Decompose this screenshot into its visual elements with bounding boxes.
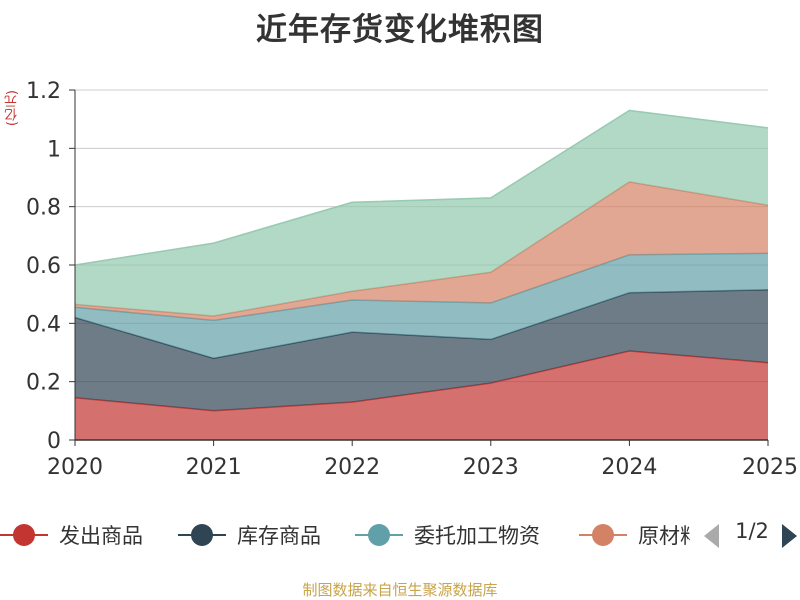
legend-item-3[interactable]: 委托加工物资: [355, 515, 540, 555]
legend: 发出商品 库存商品 委托加工物资 原材料: [0, 515, 690, 555]
legend-dot-1: [13, 524, 35, 546]
chart-title: 近年存货变化堆积图: [256, 12, 544, 48]
legend-item-2[interactable]: 库存商品: [178, 515, 321, 555]
y-tick-label: 0.4: [26, 312, 61, 337]
legend-label: 原材料: [638, 524, 690, 548]
legend-prev-page-icon[interactable]: [704, 524, 719, 548]
legend-dot-2: [191, 524, 213, 546]
area-series-5-line: [74, 109, 769, 266]
legend-item-1[interactable]: 发出商品: [0, 515, 143, 555]
legend-next-page-icon[interactable]: [782, 524, 797, 548]
legend-page-indicator: 1/2: [735, 519, 769, 543]
y-tick-label: 0.8: [26, 196, 61, 221]
area-series-4: [75, 181, 768, 321]
area-series-3: [75, 253, 768, 359]
x-tick-label: 2024: [601, 455, 657, 480]
legend-label: 库存商品: [237, 524, 321, 548]
y-tick-label: 0: [47, 429, 61, 454]
legend-dot-4: [592, 524, 614, 546]
x-tick-label: 2021: [186, 455, 242, 480]
x-tick-label: 2020: [47, 455, 103, 480]
area-series-1: [75, 351, 768, 440]
x-tick-label: 2025: [742, 455, 798, 480]
area-series-5: [75, 110, 768, 317]
legend-marker: [0, 524, 48, 546]
legend-dot-3: [368, 524, 390, 546]
area-series-2: [75, 289, 768, 411]
y-tick-label: 1: [47, 137, 61, 162]
legend-marker: [178, 524, 226, 546]
y-tick-label: 1.2: [26, 79, 61, 104]
y-tick-label: 0.6: [26, 254, 61, 279]
y-axis-unit-label: (亿元): [5, 90, 20, 127]
legend-label: 委托加工物资: [414, 524, 540, 548]
legend-label: 发出商品: [59, 524, 143, 548]
x-tick-label: 2022: [324, 455, 380, 480]
legend-marker: [579, 524, 627, 546]
legend-item-4[interactable]: 原材料: [579, 515, 690, 555]
x-tick-label: 2023: [463, 455, 519, 480]
y-tick-label: 0.2: [26, 371, 61, 396]
legend-pager: 1/2: [700, 515, 800, 555]
legend-marker: [355, 524, 403, 546]
data-source-note: 制图数据来自恒生聚源数据库: [302, 581, 498, 599]
